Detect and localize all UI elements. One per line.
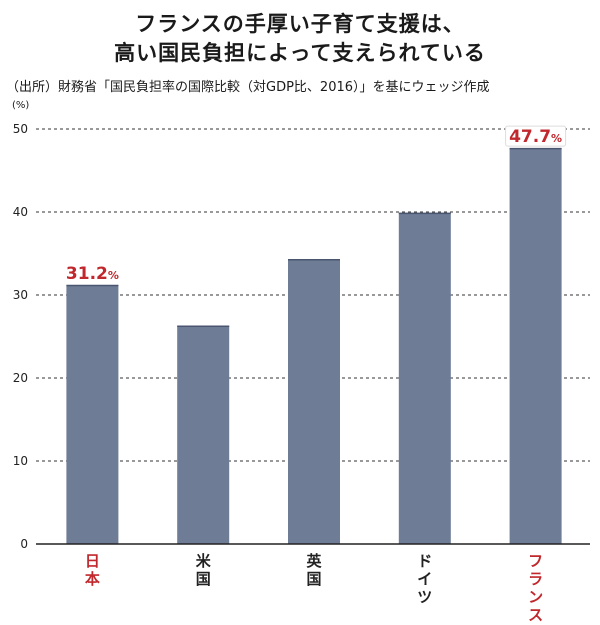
x-category-label: ドイツ	[417, 552, 432, 606]
data-label: 47.7%	[509, 127, 562, 147]
source-note: （出所）財務省「国民負担率の国際比較（対GDP比、2016）」を基にウェッジ作成	[6, 80, 490, 95]
bar	[288, 259, 340, 544]
bar	[177, 325, 230, 544]
y-tick-label: 0	[20, 537, 28, 551]
x-category-label: 日本	[85, 552, 100, 588]
y-tick-label: 50	[13, 122, 28, 136]
x-category-label: フランス	[528, 552, 543, 624]
x-category-label: 米国	[196, 552, 212, 588]
data-label: 31.2%	[66, 264, 119, 284]
y-tick-label: 10	[13, 454, 28, 468]
bar	[398, 212, 451, 544]
x-category-label: 英国	[306, 552, 322, 588]
y-tick-label: 40	[13, 205, 28, 219]
y-tick-label: 20	[13, 371, 28, 385]
y-tick-label: 30	[13, 288, 28, 302]
chart-title-line2: 高い国民負担によって支えられている	[114, 41, 486, 65]
chart-title-line1: フランスの手厚い子育て支援は、	[135, 12, 465, 36]
bar	[66, 285, 119, 544]
y-axis-unit: (%)	[12, 100, 30, 111]
bar	[509, 148, 562, 544]
data-label-box	[505, 125, 567, 147]
